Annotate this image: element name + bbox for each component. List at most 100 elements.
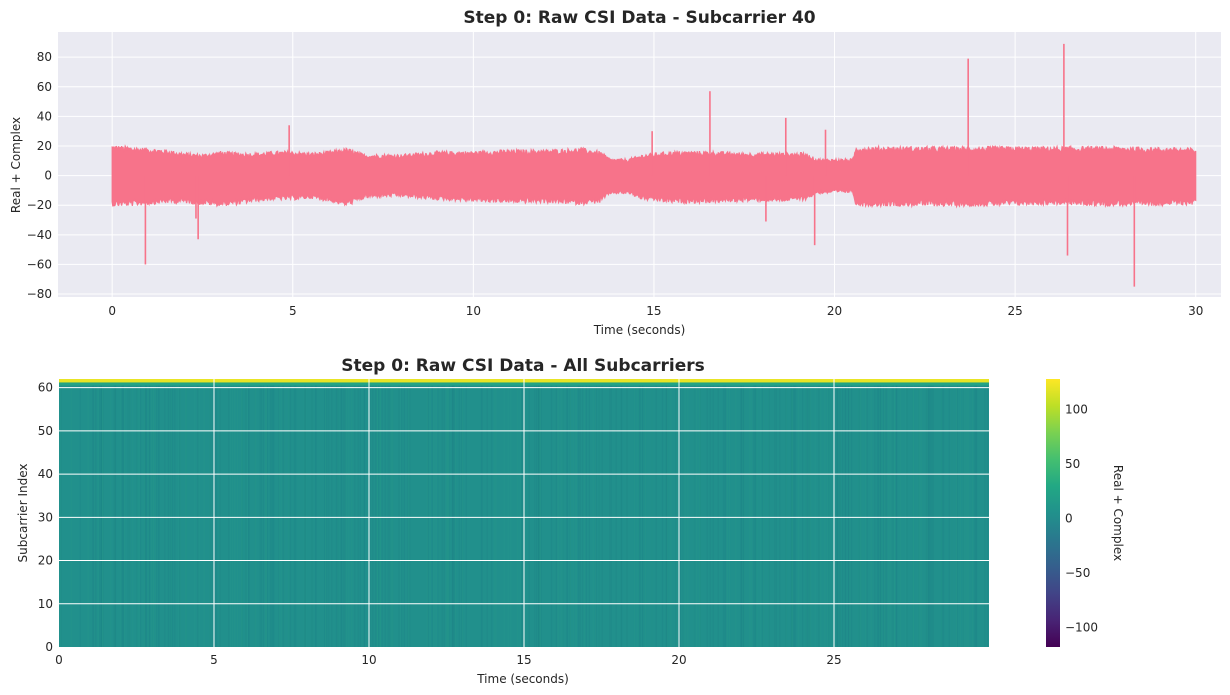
heatmap-streak [880,385,882,647]
heatmap-streak [152,385,154,647]
heatmap-streak [431,385,433,647]
heatmap-streak [219,385,221,647]
heatmap-streak [762,385,764,647]
heatmap-streak [148,385,150,647]
heatmap-streak [164,385,166,647]
heatmap-grid [59,379,989,647]
heatmap-streak [562,385,564,647]
heatmap-streak [925,385,927,647]
heatmap-streak [540,385,542,647]
heatmap-streak [699,385,701,647]
heatmap-streak [725,385,727,647]
heatmap-streak [609,385,611,647]
heatmap-streak [438,385,440,647]
heatmap-streak [493,385,495,647]
heatmap-streak [219,385,221,647]
line-y-tick-label: 0 [44,169,52,183]
heatmap-streak [363,385,366,647]
heatmap-streak [153,385,155,647]
heatmap-streak [828,385,830,647]
heatmap-streak [791,385,793,647]
heatmap-streak [454,385,457,647]
line-x-tick-label: 0 [108,304,116,318]
heatmap-streak [248,385,250,647]
heatmap-streak [555,385,557,647]
heatmap-streak [140,385,142,647]
heatmap-streak [510,385,512,647]
heatmap-streak [144,385,146,647]
heatmap-streak [391,385,393,647]
heatmap-streak [893,385,895,647]
heatmap-streak [282,385,284,647]
heatmap-streak [359,385,361,647]
heatmap-streak [521,385,523,647]
heatmap-streak [768,385,770,647]
heatmap-streak [750,385,752,647]
line-y-tick-label: −40 [27,228,52,242]
heatmap-streak [557,385,559,647]
heatmap-streak [685,385,687,647]
heatmap-streak [577,385,580,647]
line-x-tick-label: 30 [1188,304,1203,318]
heatmap-streak [452,385,454,647]
colorbar-gradient [1046,379,1060,647]
heatmap-streak [145,385,147,647]
heatmap-streak [127,385,129,647]
line-chart-title: Step 0: Raw CSI Data - Subcarrier 40 [463,8,815,28]
heatmap-streak [986,385,989,647]
heatmap-streak [785,385,787,647]
colorbar: −100 −50 0 50 100 Real + Complex [1046,379,1125,647]
heatmap-streak [248,385,250,647]
heatmap-streak [128,385,130,647]
heatmap-streak [775,385,777,647]
heatmap-streak [896,385,898,647]
heatmap-streak [328,385,330,647]
heatmap-streak [761,385,764,647]
heatmap-streak [445,385,447,647]
heatmap-streak [372,385,374,647]
colorbar-label: Real + Complex [1111,465,1125,561]
heatmap-streak [912,385,915,647]
heatmap-streak [693,385,695,647]
heatmap-streak [790,385,792,647]
heatmap-streak [304,385,306,647]
heatmap-streak [879,385,882,647]
heatmap-streak [102,385,104,647]
heatmap-streak [357,385,359,647]
heatmap-streak [808,385,810,647]
heatmap-streak [521,385,523,647]
heatmap-streak [884,385,886,647]
heatmap-streak [610,385,612,647]
heatmap-streak [507,385,509,647]
line-y-tick-label: −60 [27,257,52,271]
heatmap-streak [123,385,125,647]
heatmap-streak [101,385,103,647]
heatmap-streak [791,385,793,647]
heatmap-streak [304,385,306,647]
heatmap-streak [585,385,587,647]
line-x-tick-label: 20 [827,304,842,318]
line-x-tick-label: 10 [466,304,481,318]
heatmap-streak [241,385,243,647]
heatmap-y-tick-label: 0 [45,640,53,654]
heatmap-streak [892,385,894,647]
heatmap-streak [293,385,296,647]
heatmap-streak [110,385,112,647]
heatmap-x-tick-label: 25 [826,653,841,667]
heatmap-streak [152,385,154,647]
heatmap-streak [699,385,701,647]
heatmap-streak [620,385,622,647]
heatmap-streak [491,385,493,647]
heatmap-streak [538,385,540,647]
heatmap-streak [951,385,953,647]
line-y-tick-label: 20 [37,139,52,153]
heatmap-streak [538,385,540,647]
heatmap-streak [447,385,450,647]
heatmap-streak [540,385,542,647]
heatmap-streak [452,385,454,647]
heatmap-streak [481,385,483,647]
heatmap-streak [848,385,850,647]
heatmap-streak [151,385,153,647]
heatmap-streak [265,385,268,647]
heatmap-streak [741,385,743,647]
